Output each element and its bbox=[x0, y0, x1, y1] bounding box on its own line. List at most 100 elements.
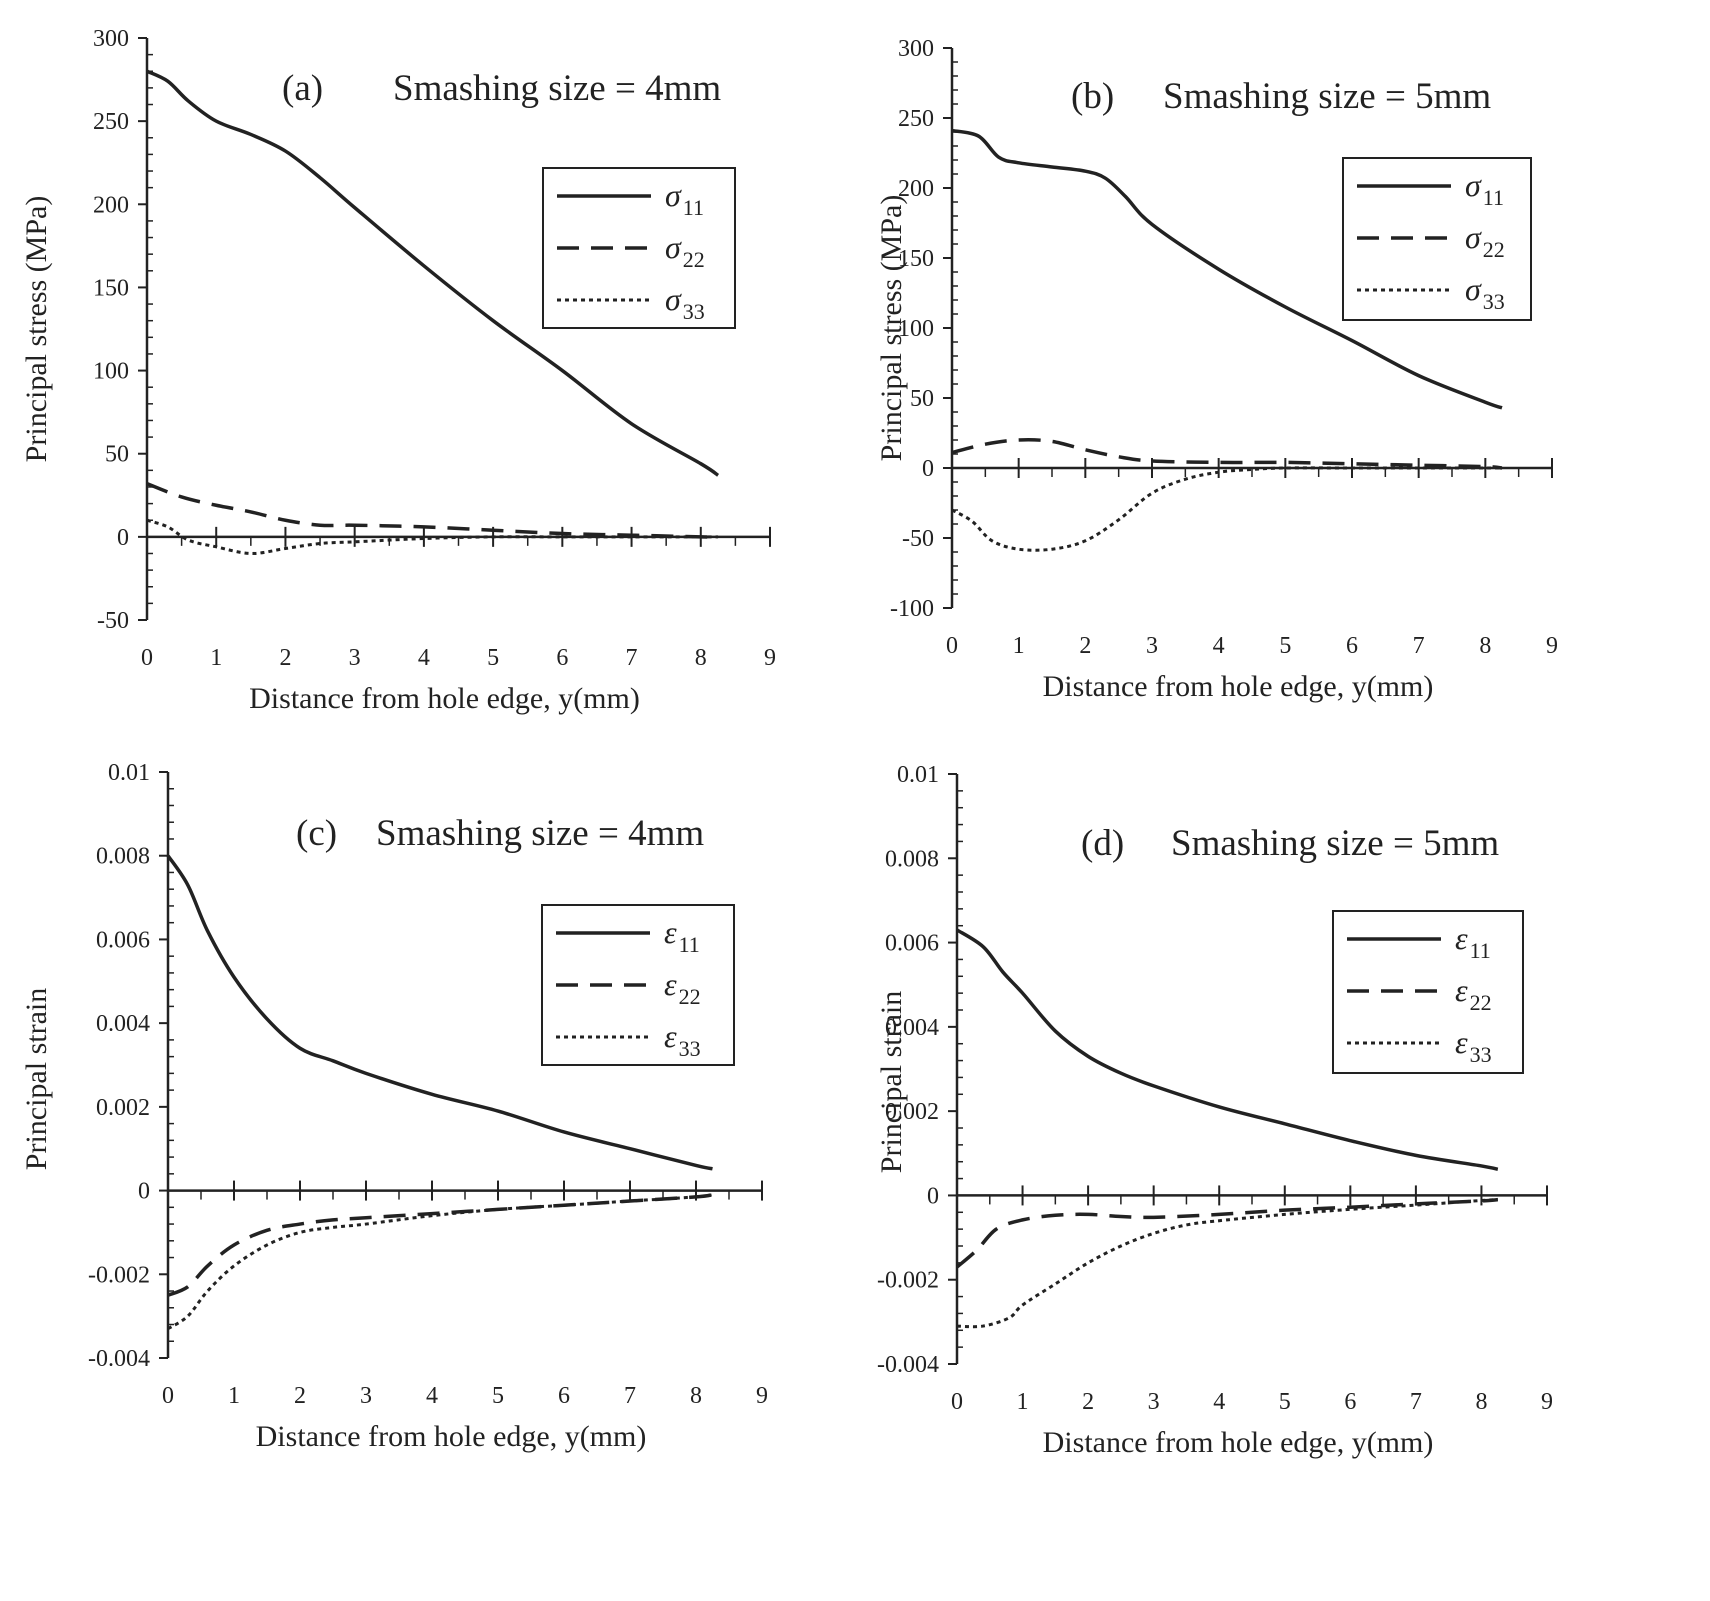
x-tick-label: 9 bbox=[1546, 633, 1558, 659]
legend-subscript: 22 bbox=[1470, 990, 1492, 1015]
y-tick-label: 250 bbox=[898, 106, 934, 132]
chart-svg-b: -100 -50 0 50 100 150 200 250 300 0 1 2 3 4 5 6 7 8 9 Dista… bbox=[875, 36, 1558, 703]
y-tick-label: 0.002 bbox=[96, 1095, 150, 1121]
x-tick-label: 0 bbox=[946, 633, 958, 659]
legend-label-11: σ11 bbox=[1465, 167, 1504, 210]
x-tick-label: 4 bbox=[1213, 1389, 1225, 1415]
x-tick-label: 6 bbox=[556, 645, 568, 671]
series-line-11 bbox=[956, 928, 1499, 1172]
legend-subscript: 33 bbox=[679, 1036, 701, 1061]
series-line-33 bbox=[167, 1193, 713, 1330]
x-tick-label: 1 bbox=[1013, 633, 1025, 659]
legend-subscript: 11 bbox=[679, 932, 700, 957]
x-tick-label: 5 bbox=[492, 1383, 504, 1409]
chart-svg-c: -0.004 -0.002 0 0.002 0.004 0.006 0.008 0.01 0 1 2… bbox=[20, 760, 768, 1453]
y-tick-label: 0.004 bbox=[885, 1015, 939, 1041]
x-tick-label: 4 bbox=[426, 1383, 438, 1409]
legend-symbol: ε bbox=[1455, 920, 1468, 956]
plot-area: -50 0 50 100 150 200 250 300 0 1 2 3 4 5 6 7 8 9 Distance … bbox=[20, 26, 776, 715]
legend-subscript: 22 bbox=[683, 247, 705, 272]
legend-symbol: σ bbox=[665, 177, 682, 213]
y-tick-label: -0.004 bbox=[88, 1346, 150, 1372]
chart-title: Smashing size = 5mm bbox=[1171, 823, 1499, 864]
legend-label-11: ε11 bbox=[1455, 920, 1491, 963]
x-tick-label: 1 bbox=[228, 1383, 240, 1409]
legend-symbol: σ bbox=[1465, 167, 1482, 203]
legend-symbol: ε bbox=[664, 966, 677, 1002]
legend-label-22: σ22 bbox=[1465, 219, 1505, 262]
legend-symbol: ε bbox=[664, 914, 677, 950]
x-tick-label: 4 bbox=[1213, 633, 1225, 659]
x-tick-label: 9 bbox=[756, 1383, 768, 1409]
series-line-11 bbox=[166, 854, 713, 1171]
x-tick-label: 3 bbox=[1148, 1389, 1160, 1415]
series-line-22 bbox=[146, 482, 719, 539]
x-tick-label: 3 bbox=[360, 1383, 372, 1409]
y-tick-label: -100 bbox=[890, 596, 934, 622]
x-tick-label: 5 bbox=[487, 645, 499, 671]
legend-subscript: 33 bbox=[1483, 289, 1505, 314]
plot-area: -0.004 -0.002 0 0.002 0.004 0.006 0.008 0.01 0 1 2… bbox=[20, 760, 768, 1453]
x-tick-label: 6 bbox=[1346, 633, 1358, 659]
y-tick-label: -50 bbox=[97, 608, 129, 634]
x-tick-label: 3 bbox=[349, 645, 361, 671]
x-tick-label: 0 bbox=[951, 1389, 963, 1415]
x-tick-label: 8 bbox=[1479, 633, 1491, 659]
y-axis-title: Principal stress (MPa) bbox=[875, 195, 908, 462]
y-tick-label: 0.006 bbox=[96, 927, 150, 953]
chart-panel-a: -50 0 50 100 150 200 250 300 0 1 2 3 4 5 6 7 8 9 Distance … bbox=[0, 0, 855, 800]
x-tick-label: 7 bbox=[1413, 633, 1425, 659]
x-tick-label: 6 bbox=[558, 1383, 570, 1409]
x-tick-label: 7 bbox=[624, 1383, 636, 1409]
series-line-22 bbox=[951, 438, 1503, 470]
series-line-33 bbox=[956, 1198, 1498, 1329]
panel-label: (a) bbox=[282, 68, 323, 109]
chart-title: Smashing size = 5mm bbox=[1163, 76, 1491, 117]
y-tick-label: 300 bbox=[93, 26, 129, 52]
legend-label-11: ε11 bbox=[664, 914, 700, 957]
y-tick-label: 0 bbox=[117, 525, 129, 551]
y-tick-label: 0.004 bbox=[96, 1011, 150, 1037]
x-tick-label: 0 bbox=[162, 1383, 174, 1409]
x-tick-label: 4 bbox=[418, 645, 430, 671]
legend-label-11: σ11 bbox=[665, 177, 704, 220]
x-tick-label: 2 bbox=[1082, 1389, 1094, 1415]
plot-area: -100 -50 0 50 100 150 200 250 300 0 1 2 3 4 5 6 7 8 9 Dista… bbox=[875, 36, 1558, 703]
x-tick-label: 9 bbox=[764, 645, 776, 671]
x-tick-label: 9 bbox=[1541, 1389, 1553, 1415]
legend-subscript: 22 bbox=[679, 984, 701, 1009]
legend-label-33: σ33 bbox=[665, 281, 705, 324]
chart-panel-d: -0.004 -0.002 0 0.002 0.004 0.006 0.008 0.01 0 1 2… bbox=[855, 762, 1710, 1601]
panel-label: (d) bbox=[1081, 823, 1124, 864]
x-tick-label: 7 bbox=[1410, 1389, 1422, 1415]
legend-label-33: ε33 bbox=[1455, 1024, 1492, 1067]
y-tick-label: -0.002 bbox=[88, 1262, 150, 1288]
chart-panel-c: -0.004 -0.002 0 0.002 0.004 0.006 0.008 0.01 0 1 2… bbox=[0, 760, 855, 1601]
y-tick-label: 300 bbox=[898, 36, 934, 62]
x-tick-label: 8 bbox=[1475, 1389, 1487, 1415]
x-tick-label: 1 bbox=[1017, 1389, 1029, 1415]
y-tick-label: 0.008 bbox=[885, 846, 939, 872]
panel-label: (b) bbox=[1071, 76, 1114, 117]
x-tick-label: 2 bbox=[1079, 633, 1091, 659]
x-tick-label: 5 bbox=[1279, 633, 1291, 659]
y-tick-label: 0.008 bbox=[96, 844, 150, 870]
y-tick-label: 200 bbox=[898, 176, 934, 202]
legend-symbol: σ bbox=[1465, 271, 1482, 307]
y-tick-label: 0.006 bbox=[885, 931, 939, 957]
series-line-33 bbox=[146, 518, 719, 555]
x-axis-title: Distance from hole edge, y(mm) bbox=[1043, 1426, 1434, 1459]
series-line-22 bbox=[955, 1197, 1498, 1269]
legend-label-22: ε22 bbox=[664, 966, 701, 1009]
y-tick-label: 100 bbox=[93, 359, 129, 385]
y-tick-label: 0 bbox=[138, 1179, 150, 1205]
legend-subscript: 33 bbox=[1470, 1042, 1492, 1067]
y-tick-label: 0.002 bbox=[885, 1099, 939, 1125]
series-line-11 bbox=[146, 69, 720, 477]
y-tick-label: -0.004 bbox=[877, 1352, 939, 1378]
legend-symbol: ε bbox=[1455, 1024, 1468, 1060]
y-tick-label: 100 bbox=[898, 316, 934, 342]
y-tick-label: 0.01 bbox=[897, 762, 939, 788]
